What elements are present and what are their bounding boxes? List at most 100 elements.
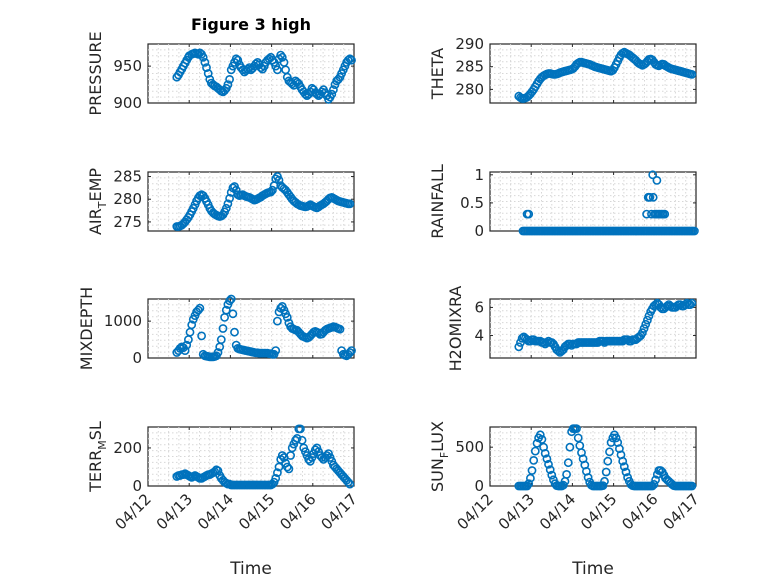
data-point (197, 331, 206, 341)
data-point (572, 424, 581, 433)
data-point (272, 65, 282, 75)
data-point (648, 192, 658, 202)
y-tick-label: 500 (455, 438, 484, 456)
data-point (598, 481, 608, 490)
data-point (660, 209, 670, 219)
y-axis-label: H2OMIXRA (446, 286, 465, 372)
x-tick-label: 04/16 (618, 490, 661, 533)
y-tick-label: 0 (474, 222, 484, 240)
y-axis-label: PRESSURE (86, 31, 105, 115)
y-tick-label: 4 (474, 327, 484, 345)
data-point (524, 209, 534, 219)
y-tick-label: 290 (455, 35, 484, 53)
y-tick-label: 0 (132, 349, 142, 367)
data-point (335, 324, 345, 334)
y-tick-label: 1000 (104, 312, 142, 330)
x-tick-label: 04/14 (194, 490, 237, 533)
data-point (312, 89, 322, 99)
data-point (187, 320, 197, 330)
data-point (687, 481, 697, 491)
data-point (547, 470, 557, 480)
data-point (195, 303, 205, 313)
data-point (618, 456, 628, 466)
data-point (221, 203, 231, 213)
data-point (218, 324, 228, 333)
y-tick-label: 900 (113, 94, 142, 112)
data-point (652, 175, 662, 185)
data-point (277, 52, 287, 62)
data-point (223, 80, 233, 89)
data-point (644, 311, 654, 321)
x-tick-label: 04/14 (536, 490, 579, 533)
data-point (540, 448, 550, 458)
x-tick-label: 04/17 (318, 490, 361, 533)
data-point (565, 442, 575, 452)
data-point (284, 464, 294, 474)
data-point (685, 300, 695, 309)
data-point (267, 185, 277, 195)
data-point (271, 346, 281, 355)
data-point (544, 459, 553, 469)
data-point (537, 434, 547, 444)
data-point (638, 328, 647, 338)
data-point (542, 454, 552, 464)
data-point (225, 193, 234, 203)
data-point (271, 473, 281, 483)
data-point (514, 342, 524, 352)
data-point (535, 430, 545, 440)
y-tick-label: 280 (455, 80, 484, 98)
data-point (213, 466, 223, 476)
subplot-mixdepth: 0 1000 MIXDEPTH (77, 287, 356, 370)
data-point (295, 424, 305, 434)
grid-lines (490, 299, 696, 358)
data-point (200, 58, 210, 67)
x-tick-label: 04/15 (577, 490, 620, 533)
data-point (202, 63, 211, 72)
subplot-h2omixra: 4 6 H2OMIXRA (446, 286, 697, 372)
data-point (216, 335, 226, 344)
data-point (619, 462, 629, 471)
subplot-theta: 280 285 290 THETA (428, 35, 697, 104)
data-point (345, 348, 355, 357)
data-point (583, 473, 593, 482)
data-point (687, 70, 697, 79)
data-point (300, 89, 310, 99)
data-point (687, 298, 697, 308)
data-point (345, 54, 355, 64)
data-point (347, 346, 356, 355)
grid-lines (490, 172, 696, 231)
figure-title: Figure 3 high (191, 15, 311, 34)
x-tick-label: 04/17 (660, 490, 703, 533)
data-point (182, 340, 192, 350)
data-point (282, 462, 292, 472)
data-point (226, 294, 236, 304)
data-point (641, 319, 651, 329)
data-point (526, 473, 535, 483)
data-point (639, 324, 649, 333)
data-point (277, 451, 287, 460)
data-point (233, 55, 243, 65)
data-point (649, 479, 659, 489)
y-tick-label: 200 (113, 439, 142, 457)
data-point (274, 175, 284, 185)
y-tick-label: 0.5 (460, 194, 484, 212)
data-point (690, 226, 699, 236)
data-point (605, 447, 614, 457)
data-point (345, 479, 355, 489)
data-point (225, 75, 234, 84)
data-point (563, 458, 573, 468)
data-point (272, 468, 282, 478)
y-tick-label: 275 (113, 213, 142, 231)
data-point (527, 466, 537, 475)
subplot-rainfall: 0 0.5 1 RAINFALL (428, 164, 699, 240)
data-point (223, 199, 233, 209)
x-tick-label: 04/13 (495, 490, 538, 533)
data-point (621, 467, 631, 477)
data-point (198, 52, 208, 62)
data-point (213, 348, 223, 357)
data-point (203, 69, 213, 78)
data-point (345, 199, 355, 209)
